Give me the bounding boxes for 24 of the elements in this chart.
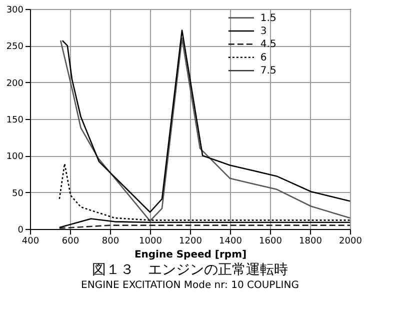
y-tick-label: 200 [6, 78, 24, 89]
legend-label: 3 [260, 26, 267, 37]
x-tick-label: 1600 [259, 236, 282, 246]
legend-label: 1.5 [260, 12, 276, 24]
y-tick-label: 150 [6, 116, 24, 126]
legend-label: 6 [260, 52, 267, 64]
y-tick-label: 0 [18, 226, 24, 236]
y-tick-label: 300 [6, 6, 24, 16]
x-axis-title: Engine Speed [rpm] [134, 250, 247, 260]
x-tick-label: 800 [102, 236, 120, 246]
x-tick-label: 1000 [139, 236, 162, 246]
x-tick-label: 1400 [219, 236, 242, 246]
y-tick-label: 50 [12, 188, 24, 199]
x-tick-label: 600 [62, 236, 80, 246]
y-tick-label: 250 [6, 42, 24, 52]
x-tick-label: 2000 [339, 236, 362, 246]
x-tick-label: 400 [22, 236, 40, 246]
x-tick-label: 1200 [179, 236, 202, 246]
x-tick-label: 1800 [299, 236, 322, 246]
y-tick-label: 100 [6, 152, 24, 162]
text: ENGINE EXCITATION Mode nr: 10 COUPLING [81, 280, 299, 291]
legend-label: 4.5 [260, 39, 276, 50]
legend-label: 7.5 [260, 66, 276, 77]
text: 図１３ エンジンの正常運転時 [92, 262, 288, 278]
